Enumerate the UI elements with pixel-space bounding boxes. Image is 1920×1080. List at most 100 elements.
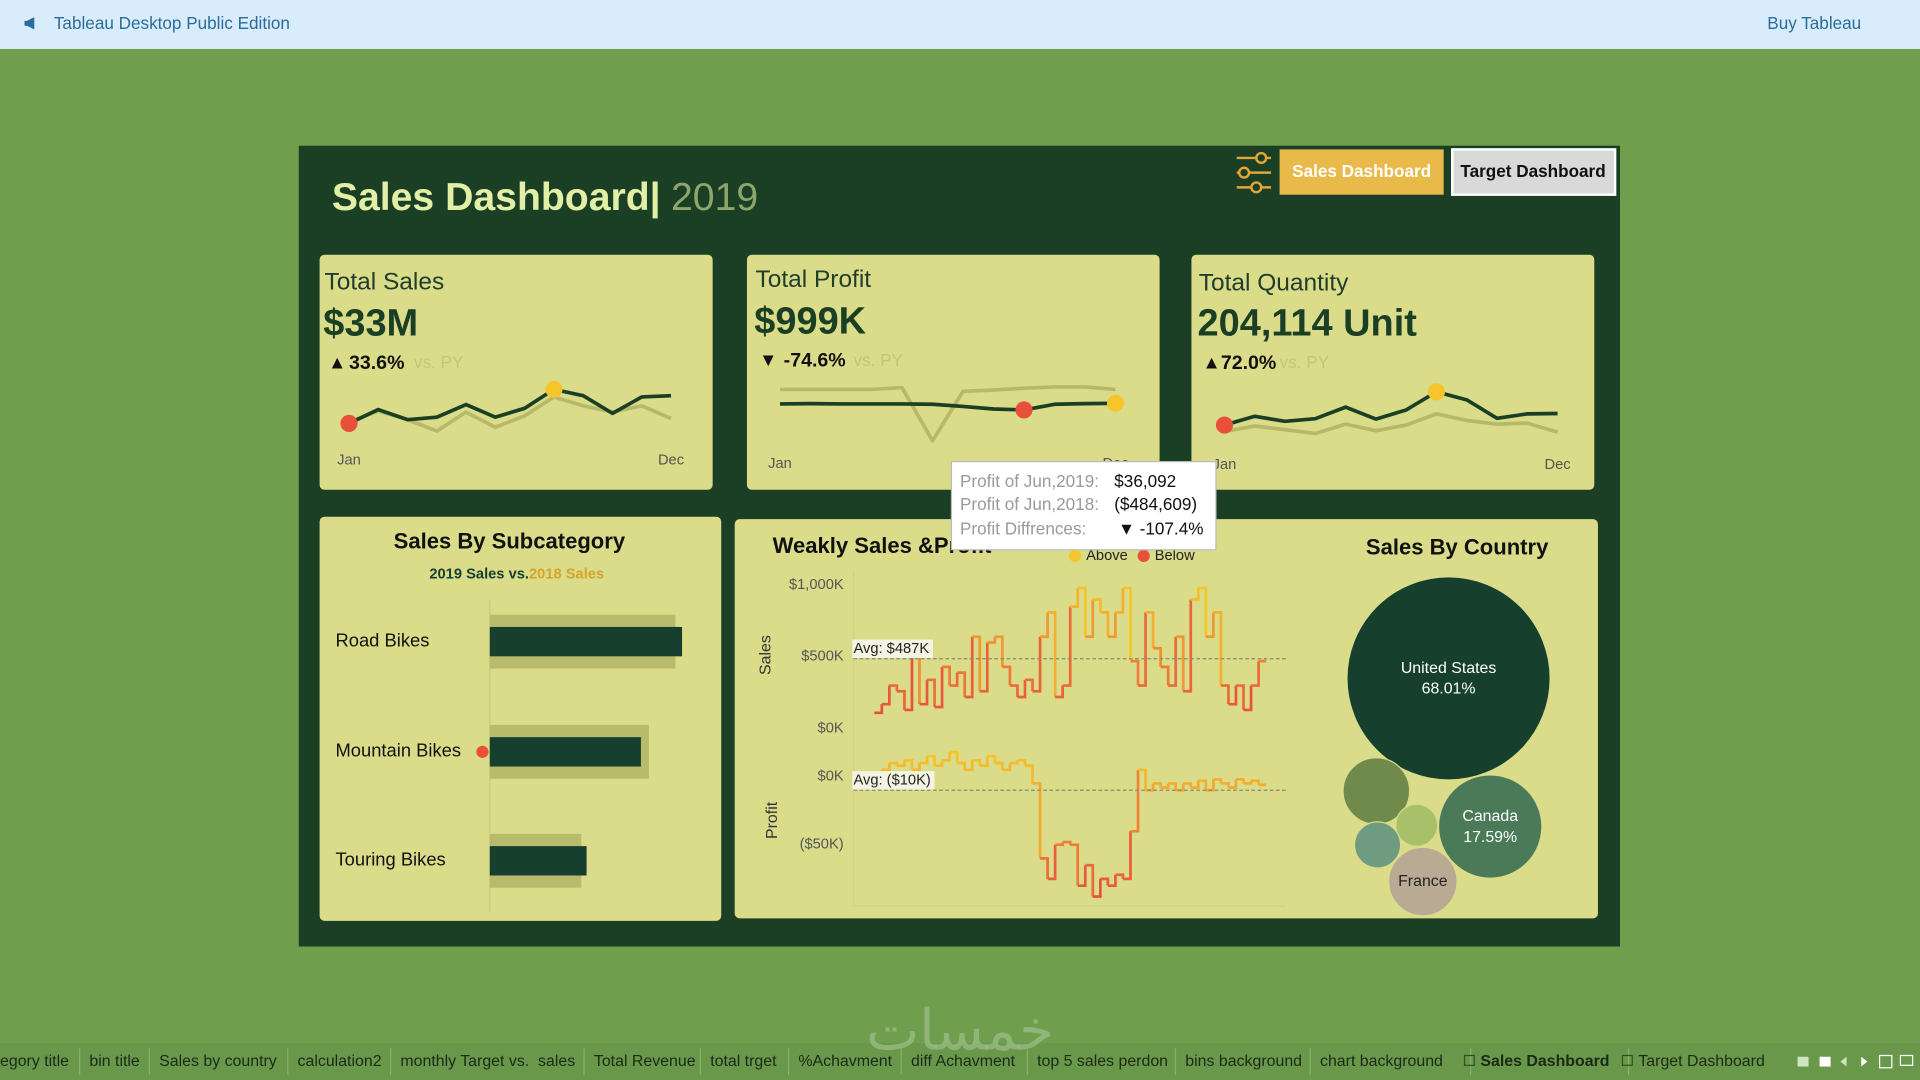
category-label: Road Bikes — [336, 629, 430, 650]
weekly-step — [964, 636, 974, 699]
sheet-tab[interactable]: total trget — [710, 1053, 777, 1070]
weekly-step — [911, 763, 921, 772]
sheet-tab[interactable]: top 5 sales perdon — [1037, 1053, 1168, 1070]
weekly-step — [927, 754, 936, 766]
legend: 2019 Sales vs.2018 Sales — [429, 566, 604, 582]
legend-label: Above — [1086, 548, 1128, 564]
button[interactable] — [1451, 148, 1617, 196]
button[interactable] — [1279, 149, 1444, 195]
sheet-tab[interactable]: Target Dashboard — [1638, 1053, 1764, 1070]
kpi-arrow: ▼ — [759, 349, 777, 370]
tab-bar — [0, 1043, 1920, 1080]
weekly-step — [1251, 661, 1260, 687]
sheet-tab[interactable]: diff Achavment — [911, 1053, 1016, 1070]
present-icon[interactable] — [1899, 1054, 1914, 1066]
kpi-card — [319, 254, 713, 490]
category-label: Touring Bikes — [336, 849, 446, 870]
weekly-step — [889, 684, 899, 692]
weekly-step — [1175, 635, 1185, 692]
kpi-compare: vs. PY — [853, 350, 903, 370]
sheet-tab[interactable]: %Achavment — [798, 1053, 892, 1070]
tooltip-label: Profit Diffrences: — [960, 519, 1086, 539]
category-label: Mountain Bikes — [336, 740, 462, 761]
y-tick-label: ($50K) — [800, 837, 844, 853]
y-tick-label: $500K — [801, 649, 844, 665]
axis-title: Profit — [764, 801, 781, 839]
weekly-step — [1032, 782, 1042, 859]
sheet-tab[interactable]: bin title — [89, 1053, 140, 1070]
dashboard-title: Sales Dashboard| — [332, 176, 661, 219]
kpi-compare: vs. PY — [414, 352, 464, 372]
tooltip-label: Profit of Jun,2018: — [960, 494, 1099, 514]
min-point — [1015, 401, 1033, 419]
weekly-step — [1047, 844, 1057, 881]
chart-title: Sales By Country — [1366, 534, 1549, 559]
sheet-tab[interactable]: chart background — [1320, 1053, 1443, 1070]
axis-title: Sales — [758, 635, 775, 675]
weekly-step — [1138, 612, 1147, 687]
sheet-tab[interactable]: Sales by country — [159, 1053, 277, 1070]
tooltip — [950, 461, 1217, 551]
weekly-step — [1160, 665, 1170, 686]
weekly-step — [1115, 873, 1125, 879]
average-label-bg — [852, 639, 934, 659]
bar-current — [489, 846, 587, 876]
weekly-step — [1070, 588, 1080, 608]
weekly-step — [1017, 758, 1027, 766]
weekly-step — [1002, 763, 1012, 772]
weekly-step — [1228, 779, 1238, 789]
button-label[interactable]: Sales Dashboard — [1292, 161, 1431, 181]
tooltip-value: $36,092 — [1114, 471, 1176, 491]
month-label: Dec — [1544, 457, 1570, 473]
y-tick-label: $0K — [818, 720, 844, 736]
weekly-step — [1040, 857, 1049, 879]
kpi-label: Total Quantity — [1199, 270, 1349, 297]
kpi-value: 204,114 Unit — [1198, 303, 1418, 345]
icon-knob — [1250, 181, 1263, 194]
weekly-step — [1153, 782, 1162, 788]
weekly-step — [1145, 611, 1155, 649]
sheet-tab[interactable]: calculation2 — [298, 1053, 382, 1070]
tab-icon — [1463, 1054, 1475, 1066]
filter-icon[interactable] — [1236, 151, 1272, 194]
weekly-step — [1107, 874, 1117, 888]
fullscreen-icon[interactable] — [1878, 1054, 1893, 1069]
month-label: Jan — [1213, 457, 1237, 473]
y-tick-label: $1,000K — [789, 577, 844, 593]
bubble-value: 17.59% — [1463, 829, 1517, 846]
sheet-tab[interactable]: egory title — [0, 1053, 69, 1070]
weekly-step — [987, 636, 997, 644]
weekly-step — [1024, 764, 1034, 784]
nav-arrow[interactable] — [1840, 1056, 1847, 1067]
weekly-step — [1092, 598, 1102, 613]
button-label[interactable]: Target Dashboard — [1460, 161, 1605, 181]
watermark: خمسات — [866, 999, 1054, 1062]
kpi-compare: vs. PY — [1280, 352, 1330, 372]
month-label: Jan — [768, 456, 792, 472]
kpi-change: 33.6% — [349, 352, 405, 374]
weekly-step — [927, 678, 936, 708]
weekly-step — [972, 635, 982, 692]
weekly-step — [1183, 599, 1193, 693]
weekly-step — [904, 648, 914, 712]
legend-swatch — [1137, 549, 1150, 563]
weekly-step — [1243, 685, 1253, 712]
weekly-step — [1085, 863, 1095, 897]
weekly-step — [1190, 588, 1200, 601]
sheet-tab[interactable]: Total Revenue — [594, 1053, 696, 1070]
weekly-step — [896, 760, 906, 768]
sheet-tab[interactable]: monthly Target vs. sales — [400, 1053, 575, 1070]
weekly-step — [1235, 684, 1245, 710]
weekly-step — [881, 685, 891, 706]
tab-icon — [1621, 1054, 1633, 1066]
weekly-step — [1160, 783, 1170, 789]
bar-current — [489, 626, 683, 657]
tooltip-value: ($484,609) — [1114, 494, 1197, 514]
sparkline — [779, 401, 1116, 412]
sheet-tab[interactable]: Sales Dashboard — [1480, 1053, 1609, 1070]
nav-arrow[interactable] — [1861, 1056, 1868, 1067]
bubble-label: Canada — [1462, 808, 1518, 825]
buy-link[interactable]: Buy Tableau — [1767, 13, 1861, 33]
sheet-tab[interactable]: bins background — [1185, 1053, 1302, 1070]
